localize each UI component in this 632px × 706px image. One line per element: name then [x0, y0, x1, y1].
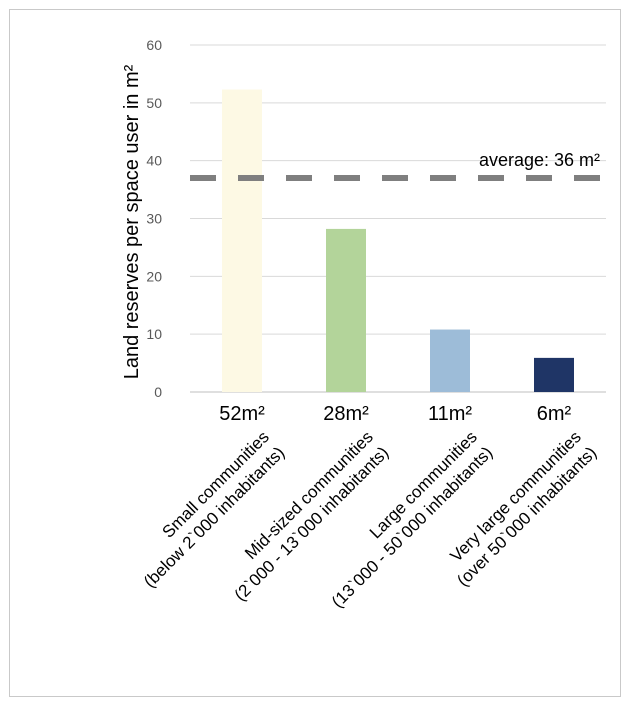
average-label: average: 36 m² [479, 150, 600, 170]
bar-value-label: 11m² [428, 403, 472, 425]
bar [534, 358, 574, 392]
y-tick-label: 20 [146, 268, 162, 284]
category-labels: Small communities(below 2`000 inhabitant… [124, 427, 600, 611]
bar [430, 330, 470, 392]
y-tick-label: 30 [146, 211, 162, 227]
y-axis-label: Land reserves per space user in m² [121, 64, 143, 379]
y-tick-label: 50 [146, 95, 162, 111]
bar-value-label: 52m² [219, 403, 265, 425]
y-tick-label: 10 [146, 326, 162, 342]
y-tick-label: 0 [154, 384, 162, 400]
y-tick-label: 40 [146, 153, 162, 169]
y-tick-label: 60 [146, 37, 162, 53]
bar-value-label: 28m² [323, 403, 369, 425]
value-labels: 52m² 28m² 11m² 6m² [219, 403, 571, 425]
bar [222, 90, 262, 392]
bar [326, 229, 366, 392]
chart-frame: 0 10 20 30 40 50 60 average: 36 m² 52m² 28m² 11m… [9, 9, 621, 697]
bar-chart: 0 10 20 30 40 50 60 average: 36 m² 52m² 28m² 11m… [10, 10, 622, 698]
bars [222, 90, 574, 392]
y-axis-ticks: 0 10 20 30 40 50 60 [146, 37, 162, 400]
bar-value-label: 6m² [537, 403, 572, 425]
